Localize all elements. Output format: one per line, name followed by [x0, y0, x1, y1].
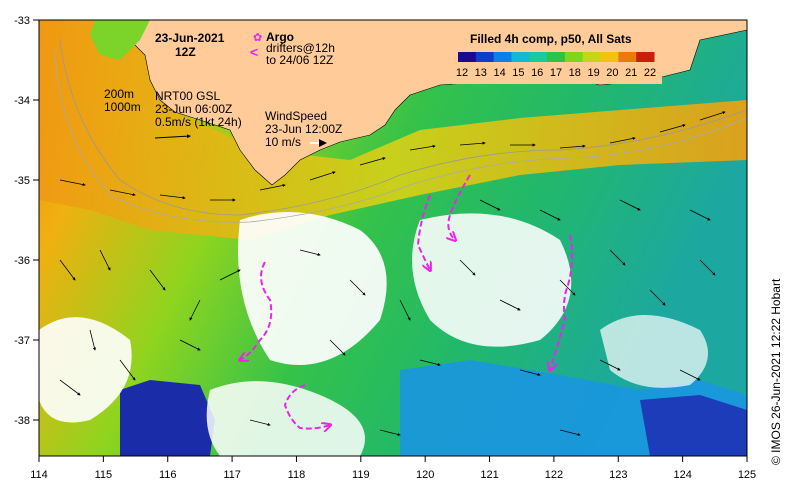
lon-tick-label: 115	[95, 469, 113, 481]
sst-coastal-band	[39, 20, 747, 240]
colorbar-tick-label: 13	[475, 67, 487, 79]
colorbar-swatch	[493, 52, 512, 62]
current-time-label: 23-Jun 06:00Z	[155, 102, 232, 116]
wind-label: WindSpeed	[265, 109, 327, 123]
legend-title: Filled 4h comp, p50, All Sats	[470, 32, 632, 46]
colorbar-swatch	[618, 52, 637, 62]
colorbar-swatch	[511, 52, 530, 62]
drifter-track-2	[283, 384, 330, 429]
sst-cold-southwest	[120, 380, 215, 456]
lat-tick-label: -33	[14, 15, 30, 27]
plot-area	[39, 19, 748, 456]
colorbar-swatch	[636, 52, 655, 62]
lon-tick-label: 114	[30, 469, 48, 481]
drifter-track-4	[448, 174, 471, 240]
map-time-label: 12Z	[175, 45, 196, 59]
argo-label: Argo	[266, 30, 294, 44]
legend: Filled 4h comp, p50, All Sats 12 13 14 15 16…	[452, 30, 662, 84]
lon-tick-label: 118	[288, 469, 306, 481]
lon-tick-label: 119	[352, 469, 370, 481]
cloud-gap-4	[206, 381, 365, 456]
lon-tick-label: 121	[480, 469, 498, 481]
lon-tick-label: 120	[416, 469, 434, 481]
isobath-200m-label: 200m	[104, 87, 134, 101]
drifter-tracks	[240, 174, 574, 429]
latitude-axis: -33 -34 -35 -36 -37 -38	[14, 15, 39, 427]
current-scale-label: 0.5m/s (1kt 24h)	[155, 115, 242, 129]
lon-tick-label: 116	[159, 469, 177, 481]
plot-border	[38, 19, 748, 457]
current-source-label: NRT00 GSL	[155, 89, 220, 103]
lat-tick-label: -35	[14, 175, 30, 187]
legend-colorbar	[458, 52, 655, 62]
drifters-label-2: to 24/06 12Z	[266, 53, 333, 67]
cloud-gap-3	[39, 317, 132, 423]
credit-label: © IMOS 26-Jun-2021 12:22 Hobart	[769, 278, 783, 465]
colorbar-tick-label: 20	[606, 67, 618, 79]
colorbar-tick-label: 16	[531, 67, 543, 79]
cloud-gap-2	[412, 213, 572, 347]
drifter-marker-icon: <	[250, 44, 258, 60]
colorbar-swatch	[547, 52, 566, 62]
drifters-label-1: drifters@12h	[266, 41, 335, 55]
cloud-gap-5	[600, 315, 708, 388]
colorbar-swatch	[600, 52, 619, 62]
lat-tick-label: -37	[14, 335, 30, 347]
argo-marker-icon: ✿	[253, 32, 262, 44]
colorbar-swatch	[529, 52, 548, 62]
lon-tick-label: 117	[223, 469, 241, 481]
colorbar-swatch	[582, 52, 602, 62]
map-date-label: 23-Jun-2021	[155, 31, 225, 45]
isobath-200m	[59, 39, 748, 216]
wind-time-label: 23-Jun 12:00Z	[265, 122, 342, 136]
argo-legend: ✿ Argo < drifters@12h to 24/06 12Z	[250, 30, 335, 67]
colorbar-tick-label: 15	[512, 67, 524, 79]
legend-tick-labels: 12 13 14 15 16 17 18 19 20 21 22	[456, 67, 656, 79]
drifter-track-1	[240, 261, 273, 360]
lon-tick-label: 125	[738, 469, 756, 481]
drifter-track-5	[550, 234, 574, 370]
colorbar-swatch	[475, 52, 495, 62]
colorbar-swatch	[564, 52, 584, 62]
longitude-axis: 114 115 116 117 118 119 120 121 122 123 124 125	[30, 456, 756, 481]
colorbar-tick-label: 22	[644, 67, 656, 79]
colorbar-tick-label: 21	[625, 67, 637, 79]
colorbar-tick-label: 12	[456, 67, 468, 79]
lat-tick-label: -38	[14, 415, 30, 427]
colorbar-tick-label: 17	[550, 67, 562, 79]
colorbar-tick-label: 14	[493, 67, 505, 79]
colorbar-swatch	[458, 52, 477, 62]
lat-tick-label: -36	[14, 255, 30, 267]
current-vectors	[59, 111, 726, 436]
wind-scale-label: 10 m/s	[265, 135, 301, 149]
lat-tick-label: -34	[14, 95, 30, 107]
colorbar-tick-label: 18	[569, 67, 581, 79]
lon-tick-label: 124	[673, 469, 691, 481]
lon-tick-label: 122	[545, 469, 563, 481]
cloud-gap-1	[238, 212, 387, 365]
isobath-1000m-label: 1000m	[104, 100, 141, 114]
sst-green-patch-nw	[90, 20, 150, 60]
sst-cold-southeast	[640, 395, 747, 456]
current-scale-arrow	[154, 134, 191, 139]
lon-tick-label: 123	[609, 469, 627, 481]
colorbar-tick-label: 19	[587, 67, 599, 79]
isobath-1000m	[54, 49, 748, 223]
